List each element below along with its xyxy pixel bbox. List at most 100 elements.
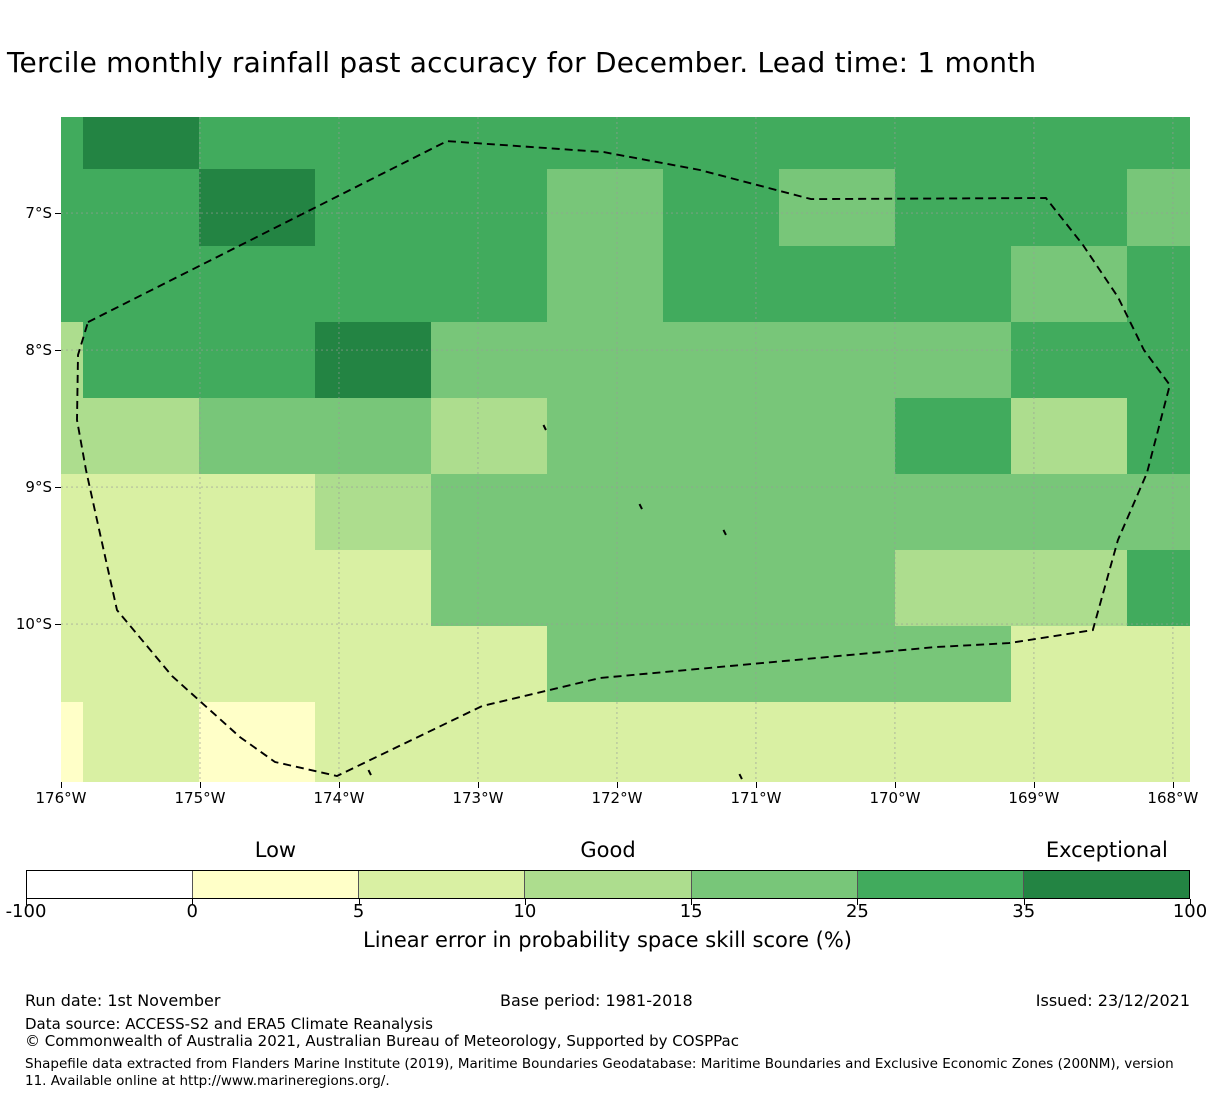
- heatmap-cell: [82, 246, 200, 323]
- heatmap-cell: [430, 550, 548, 627]
- colorbar-segment-G2: [690, 871, 857, 898]
- heatmap-cell: [1010, 398, 1128, 475]
- x-tick-label: 171°W: [730, 789, 782, 807]
- heatmap-cell: [894, 474, 1012, 551]
- heatmap-cell: [894, 398, 1012, 475]
- heatmap-cell: [82, 169, 200, 247]
- footer-data-source: Data source: ACCESS-S2 and ERA5 Climate …: [25, 1015, 433, 1033]
- heatmap-cell: [778, 550, 896, 627]
- heatmap-cell: [1010, 117, 1128, 170]
- heatmap-cell: [662, 322, 780, 399]
- heatmap-cell: [1126, 246, 1190, 323]
- x-tickmark: [199, 782, 201, 788]
- colorbar-tickmark: [857, 899, 859, 905]
- heatmap-cell: [662, 246, 780, 323]
- colorbar-tickmark: [358, 899, 360, 905]
- x-tickmark: [477, 782, 479, 788]
- colorbar-tick-label: 100: [1172, 901, 1208, 922]
- heatmap-cell: [1010, 246, 1128, 323]
- colorbar-tickmark: [524, 899, 526, 905]
- colorbar-tick-label: 15: [679, 901, 703, 922]
- footer-shapefile-note: Shapefile data extracted from Flanders M…: [25, 1056, 1174, 1089]
- heatmap-cell: [546, 169, 664, 247]
- colorbar-tickmark: [26, 899, 27, 905]
- heatmap-cell: [314, 117, 432, 170]
- colorbar-segment-G4: [1022, 871, 1189, 898]
- heatmap-cell: [61, 398, 84, 475]
- y-tick-label: 8°S: [25, 341, 52, 360]
- heatmap-cell: [61, 626, 84, 703]
- heatmap-cell: [1010, 626, 1128, 703]
- heatmap-cell: [314, 169, 432, 247]
- heatmap-cell: [430, 626, 548, 703]
- heatmap-cell: [82, 626, 200, 703]
- heatmap-cell: [662, 169, 780, 247]
- footer-run-date: Run date: 1st November: [25, 991, 221, 1010]
- heatmap-cell: [82, 701, 200, 782]
- heatmap-cell: [314, 246, 432, 323]
- heatmap-cell: [1126, 117, 1190, 170]
- x-tick-label: 172°W: [591, 789, 643, 807]
- heatmap-cell: [1010, 322, 1128, 399]
- island-mark: [638, 503, 643, 510]
- heatmap-cell: [430, 398, 548, 475]
- colorbar-segment-G1: [524, 871, 691, 898]
- y-tickmark: [55, 213, 61, 215]
- colorbar-segment-Y2: [358, 871, 525, 898]
- heatmap-cell: [894, 246, 1012, 323]
- heatmap-cell: [1010, 474, 1128, 551]
- rainfall-accuracy-heatmap: [61, 117, 1190, 782]
- heatmap-cell: [430, 474, 548, 551]
- heatmap-cell: [1126, 626, 1190, 703]
- heatmap-cell: [1010, 701, 1128, 782]
- heatmap-cell: [662, 550, 780, 627]
- y-tickmark: [55, 350, 61, 352]
- heatmap-cell: [82, 117, 200, 170]
- heatmap-cell: [1010, 169, 1128, 247]
- heatmap-cell: [61, 117, 84, 170]
- footer-issued: Issued: 23/12/2021: [1035, 991, 1190, 1010]
- heatmap-cell: [778, 322, 896, 399]
- heatmap-cell: [778, 117, 896, 170]
- heatmap-cell: [82, 398, 200, 475]
- heatmap-cell: [894, 626, 1012, 703]
- island-mark: [542, 424, 547, 431]
- x-tickmark: [755, 782, 757, 788]
- colorbar: [26, 870, 1190, 899]
- heatmap-cell: [82, 322, 200, 399]
- island-mark: [722, 529, 727, 536]
- heatmap-cell: [894, 322, 1012, 399]
- heatmap-cell: [662, 701, 780, 782]
- footer-copyright: © Commonwealth of Australia 2021, Austra…: [25, 1032, 739, 1050]
- x-tickmark: [1172, 782, 1174, 788]
- heatmap-cell: [199, 626, 316, 703]
- heatmap-cell: [1126, 701, 1190, 782]
- colorbar-segment-Y1: [192, 871, 359, 898]
- colorbar-tickmark: [1190, 899, 1191, 905]
- x-tickmark: [1033, 782, 1035, 788]
- heatmap-cell: [778, 246, 896, 323]
- heatmap-cell: [199, 322, 316, 399]
- colorbar-tick-label: 5: [352, 901, 365, 922]
- heatmap-cell: [778, 701, 896, 782]
- x-tick-label: 168°W: [1147, 789, 1199, 807]
- colorbar-tick-label: 10: [513, 901, 537, 922]
- island-mark: [738, 773, 743, 780]
- colorbar-segment-G3: [856, 871, 1023, 898]
- colorbar-segment-W: [27, 871, 193, 898]
- heatmap-cell: [778, 169, 896, 247]
- map-area: [61, 117, 1190, 782]
- x-tickmark: [616, 782, 618, 788]
- heatmap-cell: [314, 474, 432, 551]
- heatmap-cell: [61, 474, 84, 551]
- heatmap-cell: [546, 246, 664, 323]
- heatmap-cell: [662, 626, 780, 703]
- heatmap-cell: [199, 550, 316, 627]
- heatmap-cell: [546, 474, 664, 551]
- heatmap-cell: [662, 117, 780, 170]
- heatmap-cell: [1126, 169, 1190, 247]
- eez-boundary-line: [76, 140, 1171, 777]
- colorbar-tick-label: 0: [186, 901, 198, 922]
- heatmap-cell: [546, 398, 664, 475]
